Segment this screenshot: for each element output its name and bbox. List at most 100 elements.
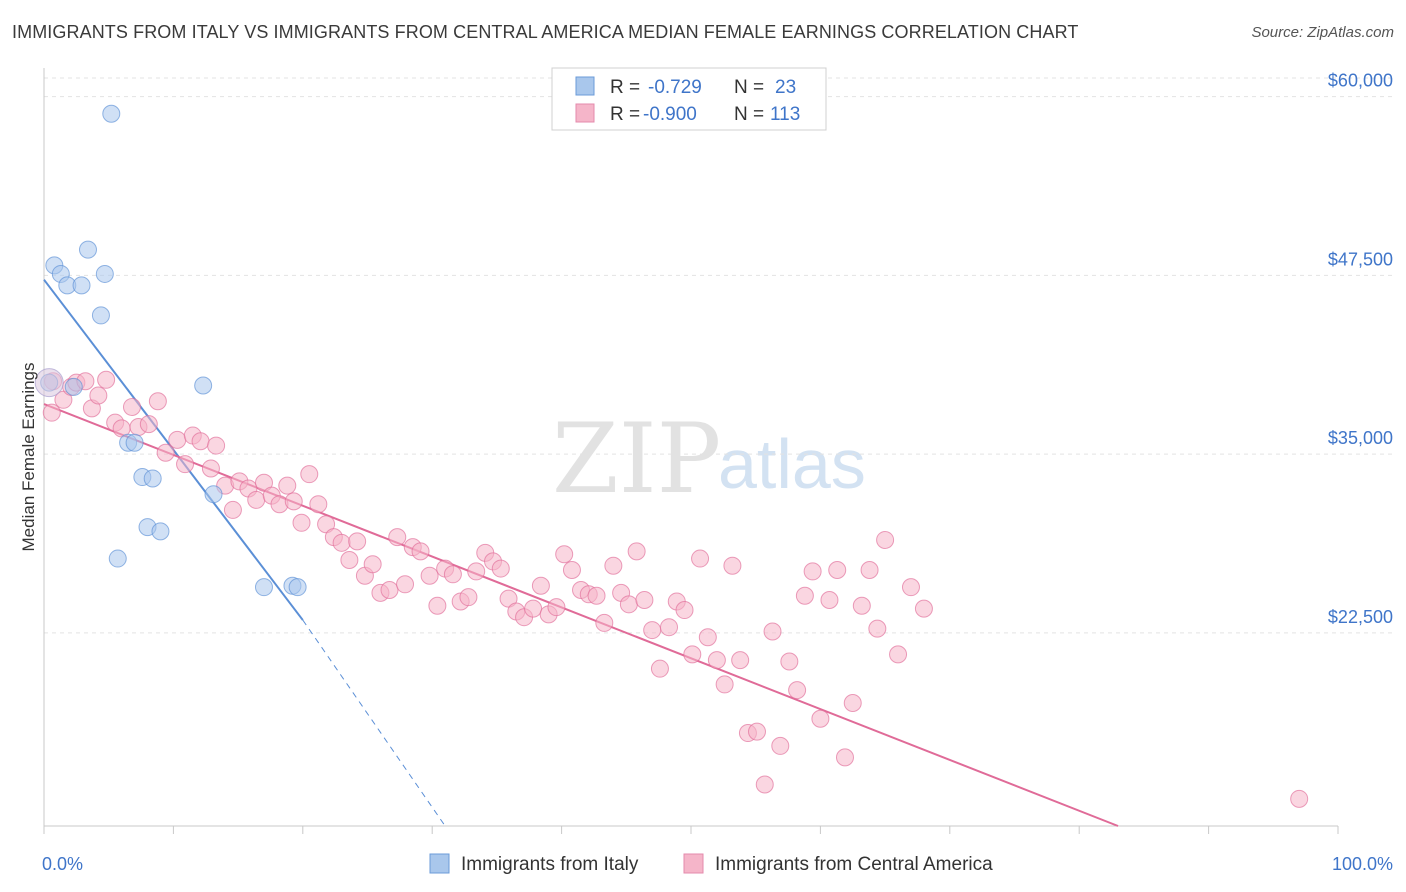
point-central-america-106 <box>889 645 908 664</box>
point-central-america-13 <box>139 415 158 434</box>
point-central-america-21 <box>207 436 226 455</box>
point-central-america-47 <box>411 542 430 561</box>
legend-n-label-italy: N = <box>734 77 764 98</box>
point-central-america-32 <box>292 513 311 532</box>
y-axis-title: Median Female Earnings <box>19 363 38 552</box>
x-tick-label-max: 100.0% <box>1332 854 1393 874</box>
legend-r-label-italy: R = <box>610 77 640 98</box>
point-central-america-70 <box>595 613 614 632</box>
point-central-america-90 <box>755 775 774 794</box>
chart-title: IMMIGRANTS FROM ITALY VS IMMIGRANTS FROM… <box>12 22 1079 42</box>
point-italy-21 <box>288 578 307 597</box>
point-central-america-81 <box>683 645 702 664</box>
point-italy-6 <box>72 276 91 295</box>
legend-n-label-central-america: N = <box>734 104 764 125</box>
point-central-america-31 <box>284 492 303 511</box>
legend-r-value-central-america: -0.900 <box>643 104 697 125</box>
point-central-america-97 <box>811 709 830 728</box>
source-label: Source: ZipAtlas.com <box>1251 24 1394 41</box>
x-tick-label-min: 0.0% <box>42 854 83 874</box>
legend-r-value-italy: -0.729 <box>648 77 702 98</box>
point-central-america-61 <box>524 599 543 618</box>
point-central-america-103 <box>860 560 879 579</box>
point-central-america-77 <box>650 659 669 678</box>
bottom-legend-label-central-america: Immigrants from Central America <box>715 854 993 875</box>
point-italy-8 <box>91 306 110 325</box>
bottom-legend-label-italy: Immigrants from Italy <box>461 854 639 875</box>
point-central-america-92 <box>771 736 790 755</box>
point-central-america-108 <box>914 599 933 618</box>
point-central-america-104 <box>868 619 887 638</box>
point-central-america-86 <box>723 556 742 575</box>
point-italy-14 <box>143 469 162 488</box>
point-central-america-89 <box>747 722 766 741</box>
series-legend: Immigrants from Italy Immigrants from Ce… <box>429 853 993 875</box>
legend-r-label-central-america: R = <box>610 104 640 125</box>
trend-lines <box>43 279 1119 827</box>
point-central-america-37 <box>332 533 351 552</box>
point-central-america-26 <box>247 490 266 509</box>
point-central-america-83 <box>698 628 717 647</box>
point-central-america-99 <box>828 560 847 579</box>
point-central-america-17 <box>176 455 195 474</box>
point-italy-10 <box>194 376 213 395</box>
y-tick-label-0: $22,500 <box>1328 607 1393 627</box>
point-central-america-16 <box>168 430 187 449</box>
point-central-america-23 <box>223 500 242 519</box>
point-central-america-44 <box>388 528 407 547</box>
point-central-america-34 <box>309 495 328 514</box>
point-italy-9 <box>64 377 83 396</box>
point-central-america-98 <box>820 591 839 610</box>
point-central-america-43 <box>380 581 399 600</box>
data-points <box>34 104 1309 808</box>
point-central-america-11 <box>122 397 141 416</box>
point-italy-7 <box>95 264 114 283</box>
point-italy-15 <box>204 485 223 504</box>
point-central-america-45 <box>396 575 415 594</box>
point-central-america-102 <box>852 596 871 615</box>
trend-line-extension-0 <box>302 619 446 827</box>
point-central-america-74 <box>627 542 646 561</box>
watermark-atlas: atlas <box>718 425 866 503</box>
point-italy-1 <box>102 104 121 123</box>
correlation-legend: R = -0.729 N = 23 R = -0.900 N = 113 <box>551 67 827 131</box>
gridlines <box>44 77 1395 634</box>
y-tick-label-2: $47,500 <box>1328 249 1393 269</box>
legend-n-value-central-america: 113 <box>770 104 800 125</box>
point-central-america-53 <box>459 588 478 607</box>
point-central-america-109 <box>1290 789 1309 808</box>
point-central-america-105 <box>876 530 895 549</box>
point-central-america-100 <box>835 748 854 767</box>
trend-line-1 <box>43 403 1119 827</box>
point-central-america-8 <box>97 370 116 389</box>
point-central-america-14 <box>148 392 167 411</box>
point-central-america-107 <box>901 578 920 597</box>
legend-swatch-central-america <box>575 103 595 123</box>
point-italy-18 <box>108 549 127 568</box>
point-central-america-73 <box>619 595 638 614</box>
point-central-america-95 <box>795 586 814 605</box>
point-central-america-96 <box>803 562 822 581</box>
point-central-america-84 <box>707 651 726 670</box>
bottom-legend-swatch-central-america <box>683 853 704 874</box>
point-central-america-49 <box>428 596 447 615</box>
y-tick-label-1: $35,000 <box>1328 428 1393 448</box>
point-central-america-19 <box>191 432 210 451</box>
point-central-america-54 <box>467 562 486 581</box>
point-central-america-39 <box>348 532 367 551</box>
bottom-legend-swatch-italy <box>429 853 450 874</box>
point-italy-17 <box>151 522 170 541</box>
point-central-america-7 <box>89 386 108 405</box>
point-central-america-48 <box>420 566 439 585</box>
point-central-america-33 <box>300 465 319 484</box>
point-central-america-75 <box>635 591 654 610</box>
point-italy-19 <box>254 578 273 597</box>
point-central-america-41 <box>363 555 382 574</box>
point-central-america-65 <box>555 545 574 564</box>
point-central-america-57 <box>491 559 510 578</box>
point-central-america-94 <box>788 681 807 700</box>
point-central-america-76 <box>643 621 662 640</box>
point-central-america-62 <box>531 576 550 595</box>
point-central-america-87 <box>731 651 750 670</box>
